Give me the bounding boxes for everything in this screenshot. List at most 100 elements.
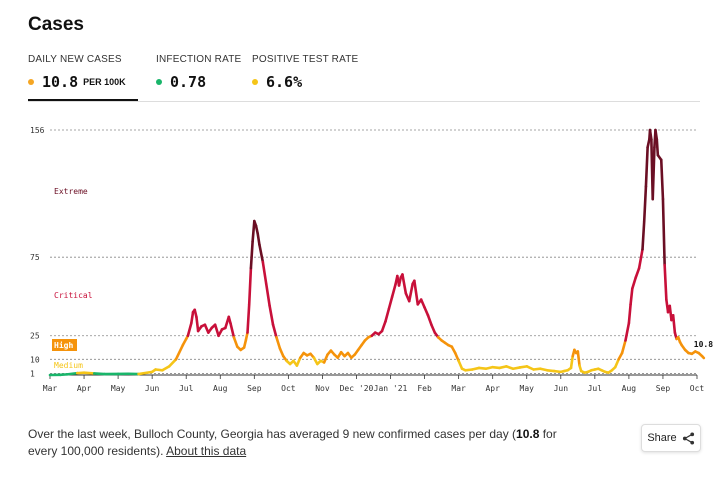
tab-label: DAILY NEW CASES: [28, 54, 122, 65]
series-segment: [651, 145, 656, 201]
series-segment: [397, 276, 403, 287]
series-segment: [275, 336, 282, 350]
y-tick-label: 1: [30, 369, 35, 378]
x-tick-label: Jun: [554, 384, 569, 393]
series-segment: [161, 365, 171, 372]
last-value-label: 10.8: [694, 340, 713, 349]
tabs-divider: [28, 101, 700, 102]
series-segment: [654, 128, 659, 141]
series-segment: [195, 315, 200, 333]
series-segment: [190, 310, 195, 325]
series-segment: [249, 240, 254, 270]
y-tick-label: 156: [30, 126, 45, 135]
tab-label: POSITIVE TEST RATE: [252, 54, 359, 65]
about-data-link[interactable]: About this data: [166, 444, 247, 458]
series-segment: [247, 266, 253, 306]
tab-positive-test-rate[interactable]: POSITIVE TEST RATE 6.6%: [252, 54, 362, 100]
series-segment: [629, 287, 634, 306]
series-segment: [453, 351, 460, 363]
series-segment: [646, 138, 651, 149]
metric-value: 6.6%: [266, 73, 303, 91]
series-segment: [278, 347, 285, 358]
series-segment: [576, 350, 581, 367]
summary-after: for every 100,000 residents).: [28, 427, 557, 458]
series-segment: [634, 266, 641, 279]
metric-value: 0.78: [170, 73, 207, 91]
y-tick-label: 25: [30, 332, 40, 341]
status-dot-icon: [252, 79, 258, 85]
series-segment: [264, 282, 271, 308]
series-segment: [322, 353, 329, 364]
x-tick-label: Aug: [213, 384, 228, 393]
series-segment: [627, 303, 632, 325]
series-segment: [213, 323, 220, 338]
x-tick-label: Oct: [690, 384, 705, 393]
x-tick-label: Aug: [622, 384, 637, 393]
series-segment: [137, 370, 154, 376]
series-segment: [261, 260, 268, 286]
x-tick-label: Mar: [451, 384, 466, 393]
x-tick-label: Feb: [417, 384, 432, 393]
series-segment: [254, 224, 260, 235]
series-segment: [258, 243, 265, 264]
series-segment: [661, 197, 666, 267]
x-tick-label: May: [520, 384, 535, 393]
selected-tab-underline: [28, 99, 138, 102]
x-tick-label: Apr: [77, 384, 92, 393]
share-icon: [682, 431, 694, 445]
series-segment: [700, 354, 706, 360]
metric-tabs: DAILY NEW CASES 10.8 PER 100K INFECTION …: [28, 54, 700, 102]
series-segment: [659, 158, 665, 201]
summary-text: Over the last week, Bulloch County, Geor…: [28, 426, 588, 460]
metric-unit: PER 100K: [83, 77, 126, 87]
zone-label-medium: Medium: [54, 361, 83, 370]
series-segment: [268, 304, 275, 327]
series-segment: [569, 354, 575, 370]
zone-label-background: [52, 339, 77, 351]
x-tick-label: Jul: [179, 384, 194, 393]
series-segment: [232, 336, 239, 349]
page-title: Cases: [28, 14, 84, 35]
series-segment: [413, 279, 420, 306]
share-button[interactable]: Share: [641, 424, 701, 452]
series-segment: [256, 232, 261, 246]
status-dot-icon: [28, 79, 34, 85]
metric-value: 10.8: [42, 73, 79, 91]
series-segment: [92, 372, 106, 376]
share-label: Share: [647, 432, 677, 444]
series-segment: [648, 128, 653, 141]
series-segment: [167, 357, 178, 368]
x-tick-label: Dec '20: [340, 384, 374, 393]
series-segment: [384, 307, 391, 323]
series-segment: [246, 303, 251, 334]
series-segment: [271, 323, 278, 339]
y-tick-label: 10: [30, 355, 40, 364]
series-segment: [174, 343, 185, 361]
series-segment: [65, 371, 79, 376]
x-tick-label: Jan '21: [374, 384, 408, 393]
series-segment: [426, 314, 433, 327]
status-dot-icon: [156, 79, 162, 85]
zone-label-high: High: [54, 340, 73, 350]
x-tick-label: Jul: [588, 384, 603, 393]
series-segment: [186, 321, 193, 338]
cases-line-chart: 1 10 25 75 156 Mar Apr May Jun Jul Aug Sep Oct Nov Dec…: [30, 126, 713, 393]
series-segment: [407, 282, 414, 303]
summary-before: Over the last week, Bulloch County, Geor…: [28, 427, 517, 441]
zone-label-extreme: Extreme: [54, 187, 88, 196]
tab-daily-new-cases[interactable]: DAILY NEW CASES 10.8 PER 100K: [28, 54, 148, 102]
series-segment: [663, 263, 668, 301]
series-segment: [642, 185, 648, 223]
x-tick-label: Jun: [145, 384, 160, 393]
summary-highlight: 10.8: [516, 427, 540, 441]
series-segment: [430, 323, 437, 334]
series-segment: [295, 356, 302, 367]
series-segment: [671, 314, 677, 334]
tab-infection-rate[interactable]: INFECTION RATE 0.78: [156, 54, 246, 100]
x-tick-label: Mar: [43, 384, 58, 393]
x-tick-label: Sep: [656, 384, 671, 393]
x-tick-label: Apr: [485, 384, 500, 393]
series-segment: [390, 282, 397, 298]
series-segment: [401, 273, 408, 295]
series-segment: [637, 248, 644, 270]
